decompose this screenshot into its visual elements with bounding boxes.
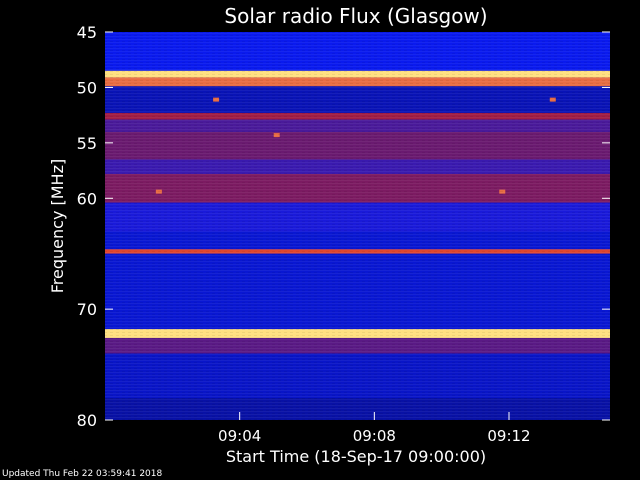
y-tick-label: 45 bbox=[77, 23, 97, 42]
updated-timestamp: Updated Thu Feb 22 03:59:41 2018 bbox=[2, 469, 163, 479]
y-axis-ticks: 45 50 55 60 70 80 bbox=[77, 23, 610, 430]
x-axis-label: Start Time (18-Sep-17 09:00:00) bbox=[226, 447, 486, 466]
x-tick-label: 09:04 bbox=[218, 427, 261, 445]
chart-title: Solar radio Flux (Glasgow) bbox=[224, 4, 487, 28]
x-tick-label: 09:12 bbox=[487, 427, 530, 445]
axes: 45 50 55 60 70 80 09:04 09:08 09:12 bbox=[77, 23, 610, 445]
x-axis-ticks: 09:04 09:08 09:12 bbox=[218, 412, 531, 445]
y-tick-label: 70 bbox=[77, 300, 97, 319]
spectrogram-plot-area bbox=[105, 32, 610, 420]
y-tick-label: 60 bbox=[77, 189, 97, 208]
y-tick-label: 55 bbox=[77, 134, 97, 153]
y-axis-label: Frequency [MHz] bbox=[48, 159, 67, 293]
y-tick-label: 80 bbox=[77, 411, 97, 430]
y-tick-label: 50 bbox=[77, 78, 97, 97]
x-tick-label: 09:08 bbox=[353, 427, 396, 445]
noise-texture bbox=[105, 32, 610, 420]
